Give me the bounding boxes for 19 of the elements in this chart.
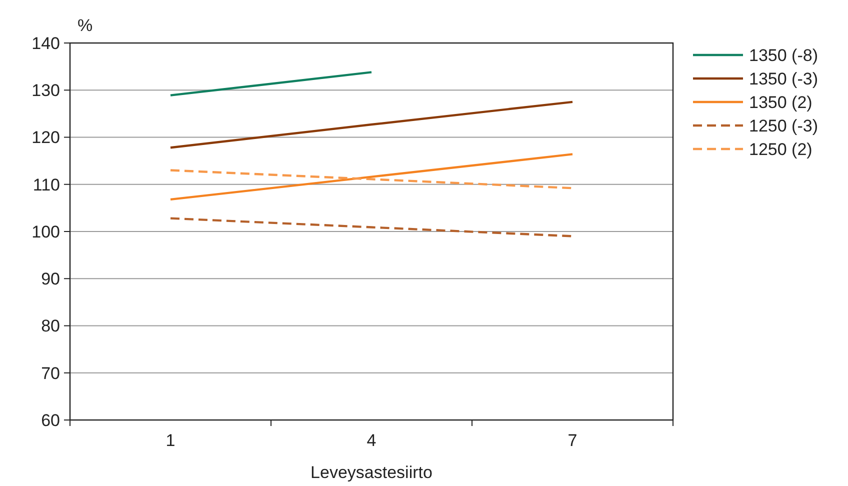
x-tick-label: 4 xyxy=(366,431,376,450)
legend-label: 1350 (-3) xyxy=(749,69,818,88)
legend-label: 1350 (-8) xyxy=(749,46,818,65)
y-tick-label: 120 xyxy=(32,128,60,148)
y-tick-label: 60 xyxy=(41,410,60,430)
x-tick-label: 7 xyxy=(568,431,578,450)
x-tick-label: 1 xyxy=(166,431,176,450)
legend-label: 1250 (-3) xyxy=(749,116,818,136)
legend-label: 1250 (2) xyxy=(749,140,812,159)
x-axis-title: Leveysastesiirto xyxy=(310,463,432,482)
y-tick-label: 70 xyxy=(41,364,60,383)
y-tick-label: 100 xyxy=(32,222,60,242)
legend-label: 1350 (2) xyxy=(749,92,812,112)
y-tick-label: 80 xyxy=(41,316,60,336)
y-axis-title: % xyxy=(77,16,93,35)
y-tick-label: 90 xyxy=(41,270,60,289)
y-tick-label: 130 xyxy=(32,81,60,100)
y-tick-label: 110 xyxy=(32,175,60,194)
y-tick-label: 140 xyxy=(32,34,60,53)
